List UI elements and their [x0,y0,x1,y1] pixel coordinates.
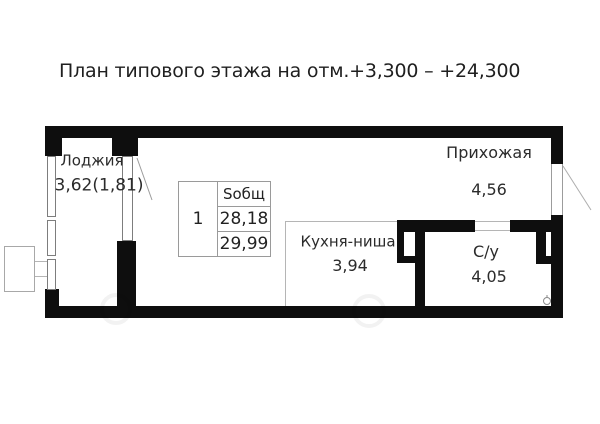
wall-top [45,126,563,138]
ac-basket-connector-2 [35,276,47,277]
apartment-info-table: 1 Sобщ 28,18 29,99 [178,181,271,257]
ac-unit-basket [4,246,35,292]
bathroom-door-opening-bottom-line [475,230,510,231]
loggia-window-segment-3 [47,259,56,290]
entry-opening-outer-line [562,164,563,215]
loggia-window-segment-1 [47,156,56,217]
wall-bathroom-left [415,232,425,306]
kitchen-niche-area: 3,94 [332,256,368,275]
wall-loggia-corner-bottom-left [45,289,59,308]
hallway-label: Прихожая [446,143,532,162]
shaft-left-bottom-bar [397,256,415,263]
apartment-number: 1 [179,182,218,256]
kitchen-niche-label: Кухня-ниша [300,232,396,251]
area-value-total: 29,99 [219,234,269,254]
entry-door-swing-line [562,165,592,211]
wall-loggia-corner-top-left [45,126,62,156]
entry-opening-inner-line [551,164,552,215]
area-value-living: 28,18 [218,207,270,232]
shaft-right-bottom-bar [536,256,551,264]
bathroom-area: 4,05 [471,267,507,286]
wall-loggia-header [112,126,138,156]
loggia-area: 3,62(1,81) [54,175,144,196]
plan-title: План типового этажа на отм.+3,300 – +24,… [59,60,521,82]
hallway-area: 4,56 [471,180,507,199]
watermark-circle-center [352,294,386,328]
bathroom-door-opening-top-line [475,221,510,222]
wall-right-bottom [551,215,563,318]
wall-loggia-room-lower [117,241,136,306]
ac-basket-connector-1 [35,261,47,262]
loggia-label: Лоджия [60,151,124,170]
kitchen-niche-outline-left [285,221,286,306]
area-table-header: Sобщ [218,182,270,207]
riser-symbol [543,297,551,305]
shaft-right-side-bar [536,232,546,258]
watermark-circle-left [100,293,132,325]
bathroom-label: С/у [472,242,500,261]
wall-bathroom-top-left [397,220,475,232]
balcony-door-glazing [122,156,133,241]
wall-bathroom-top-right [510,220,551,232]
wall-bottom [45,306,563,318]
kitchen-niche-outline-top [285,221,397,222]
shaft-left-side-bar [397,232,404,263]
wall-right-top [551,126,563,164]
loggia-window-segment-2 [47,220,56,256]
